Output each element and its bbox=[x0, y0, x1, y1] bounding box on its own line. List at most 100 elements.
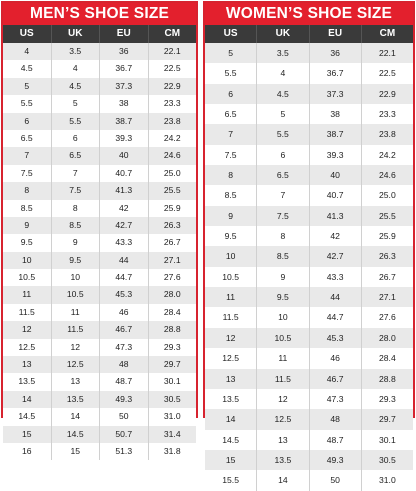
cell-us: 12 bbox=[205, 327, 258, 349]
table-row: 7.5 7 40.7 25.0 bbox=[3, 164, 196, 183]
cell-cm: 24.2 bbox=[163, 132, 181, 143]
table-row: 8 7.5 41.3 25.5 bbox=[3, 182, 196, 200]
table-row: 11 10.5 45.3 28.0 bbox=[3, 286, 196, 304]
cell-eu: 40 bbox=[310, 165, 362, 186]
cell-eu: 46.7 bbox=[100, 321, 149, 339]
cell-us: 15 bbox=[3, 425, 52, 443]
cell-uk: 7.5 bbox=[52, 182, 100, 200]
cell-eu: 36.7 bbox=[310, 63, 362, 84]
cell-eu: 37.3 bbox=[310, 83, 362, 105]
cell-cm: 22.1 bbox=[163, 46, 181, 56]
table-row: 14 12.5 48 29.7 bbox=[205, 409, 413, 430]
cell-uk: 10.5 bbox=[257, 327, 310, 349]
table-row: 4.5 4 36.7 22.5 bbox=[3, 60, 196, 78]
cell-us: 9.5 bbox=[3, 234, 52, 252]
cell-eu: 49.3 bbox=[100, 390, 149, 409]
cell-cm: 31.0 bbox=[163, 411, 181, 422]
cell-eu: 42 bbox=[310, 226, 362, 247]
cell-uk: 7 bbox=[52, 164, 100, 183]
cell-us: 6.5 bbox=[205, 104, 258, 125]
table-row: 11 9.5 44 27.1 bbox=[205, 287, 413, 308]
cell-cm: 24.6 bbox=[379, 170, 396, 181]
cell-cm: 28.4 bbox=[163, 306, 181, 317]
cell-cm: 26.3 bbox=[163, 219, 181, 230]
cell-us: 8 bbox=[205, 165, 258, 186]
cell-uk: 5.5 bbox=[257, 124, 310, 145]
cell-us: 12.5 bbox=[3, 338, 52, 357]
cell-uk: 13.5 bbox=[52, 390, 100, 409]
table-row: 7 5.5 38.7 23.8 bbox=[205, 124, 413, 145]
mens-size-table: MEN’S SHOE SIZE US UK EU CM 4 3.5 36 22.1 4.… bbox=[1, 1, 198, 461]
cell-cm: 28.0 bbox=[379, 332, 396, 343]
cell-cm: 27.6 bbox=[163, 272, 181, 283]
cell-eu: 51.3 bbox=[100, 442, 149, 461]
cell-eu: 42.7 bbox=[310, 246, 362, 267]
cell-eu: 40.7 bbox=[100, 164, 149, 183]
cell-cm: 26.3 bbox=[379, 251, 396, 262]
cell-cm: 29.7 bbox=[379, 414, 396, 425]
table-row: 7.5 6 39.3 24.2 bbox=[205, 144, 413, 166]
cell-uk: 3.5 bbox=[257, 43, 310, 64]
cell-eu: 39.3 bbox=[100, 129, 149, 148]
table-row: 5.5 4 36.7 22.5 bbox=[205, 63, 413, 84]
cell-eu: 39.3 bbox=[310, 144, 362, 166]
cell-uk: 11.5 bbox=[52, 321, 100, 339]
cell-cm: 23.3 bbox=[163, 98, 181, 109]
cell-us: 11 bbox=[3, 286, 52, 304]
table-row: 6.5 5 38 23.3 bbox=[205, 104, 413, 125]
cell-us: 9.5 bbox=[205, 226, 258, 247]
cell-cm: 25.0 bbox=[163, 167, 181, 178]
cell-eu: 46 bbox=[310, 348, 362, 369]
cell-us: 16 bbox=[3, 442, 52, 461]
cell-us: 10 bbox=[3, 251, 52, 270]
cell-uk: 4.5 bbox=[257, 83, 310, 105]
table-row: 14.5 14 50 31.0 bbox=[3, 408, 196, 426]
cell-uk: 9.5 bbox=[257, 287, 310, 308]
womens-size-table: WOMEN’S SHOE SIZE US UK EU CM 5 3.5 36 22.1… bbox=[203, 1, 415, 491]
cell-us: 15.5 bbox=[205, 470, 258, 491]
cell-eu: 48 bbox=[310, 409, 362, 430]
cell-uk: 6 bbox=[52, 129, 100, 148]
cell-uk: 13 bbox=[52, 373, 100, 391]
mens-table-title: MEN’S SHOE SIZE bbox=[3, 3, 196, 25]
cell-eu: 44.7 bbox=[100, 269, 149, 287]
cell-cm: 27.1 bbox=[163, 254, 181, 265]
cell-uk: 13 bbox=[257, 429, 310, 450]
cell-cm: 30.1 bbox=[379, 434, 396, 445]
cell-uk: 8.5 bbox=[257, 246, 310, 267]
cell-uk: 12 bbox=[52, 338, 100, 357]
cell-eu: 44 bbox=[310, 287, 362, 308]
header-eu: EU bbox=[100, 25, 149, 43]
cell-us: 10.5 bbox=[205, 266, 258, 288]
table-row: 6 5.5 38.7 23.8 bbox=[3, 112, 196, 130]
cell-eu: 50 bbox=[100, 408, 149, 426]
cell-eu: 36.7 bbox=[100, 60, 149, 78]
cell-us: 13.5 bbox=[205, 388, 258, 410]
cell-eu: 42 bbox=[100, 199, 149, 217]
cell-eu: 46 bbox=[100, 303, 149, 322]
cell-cm: 28.8 bbox=[163, 324, 181, 335]
cell-cm: 29.7 bbox=[163, 359, 181, 370]
cell-us: 8 bbox=[3, 182, 52, 200]
table-row: 6.5 6 39.3 24.2 bbox=[3, 129, 196, 148]
table-row: 5 4.5 37.3 22.9 bbox=[3, 77, 196, 96]
cell-uk: 12 bbox=[257, 388, 310, 410]
cell-us: 13 bbox=[205, 368, 258, 389]
table-row: 13.5 12 47.3 29.3 bbox=[205, 388, 413, 410]
cell-uk: 13.5 bbox=[257, 449, 310, 471]
table-row: 8 6.5 40 24.6 bbox=[205, 165, 413, 186]
cell-us: 9 bbox=[205, 205, 258, 227]
cell-cm: 27.1 bbox=[379, 292, 396, 303]
cell-uk: 14 bbox=[257, 470, 310, 491]
cell-us: 6 bbox=[205, 83, 258, 105]
cell-uk: 15 bbox=[52, 442, 100, 461]
cell-eu: 40.7 bbox=[310, 185, 362, 206]
womens-table-title: WOMEN’S SHOE SIZE bbox=[205, 3, 413, 25]
cell-eu: 49.3 bbox=[310, 449, 362, 471]
cell-us: 12 bbox=[3, 321, 52, 339]
cell-uk: 10 bbox=[257, 307, 310, 328]
cell-eu: 50 bbox=[310, 470, 362, 491]
cell-eu: 48.7 bbox=[100, 373, 149, 391]
cell-cm: 22.5 bbox=[163, 63, 181, 74]
